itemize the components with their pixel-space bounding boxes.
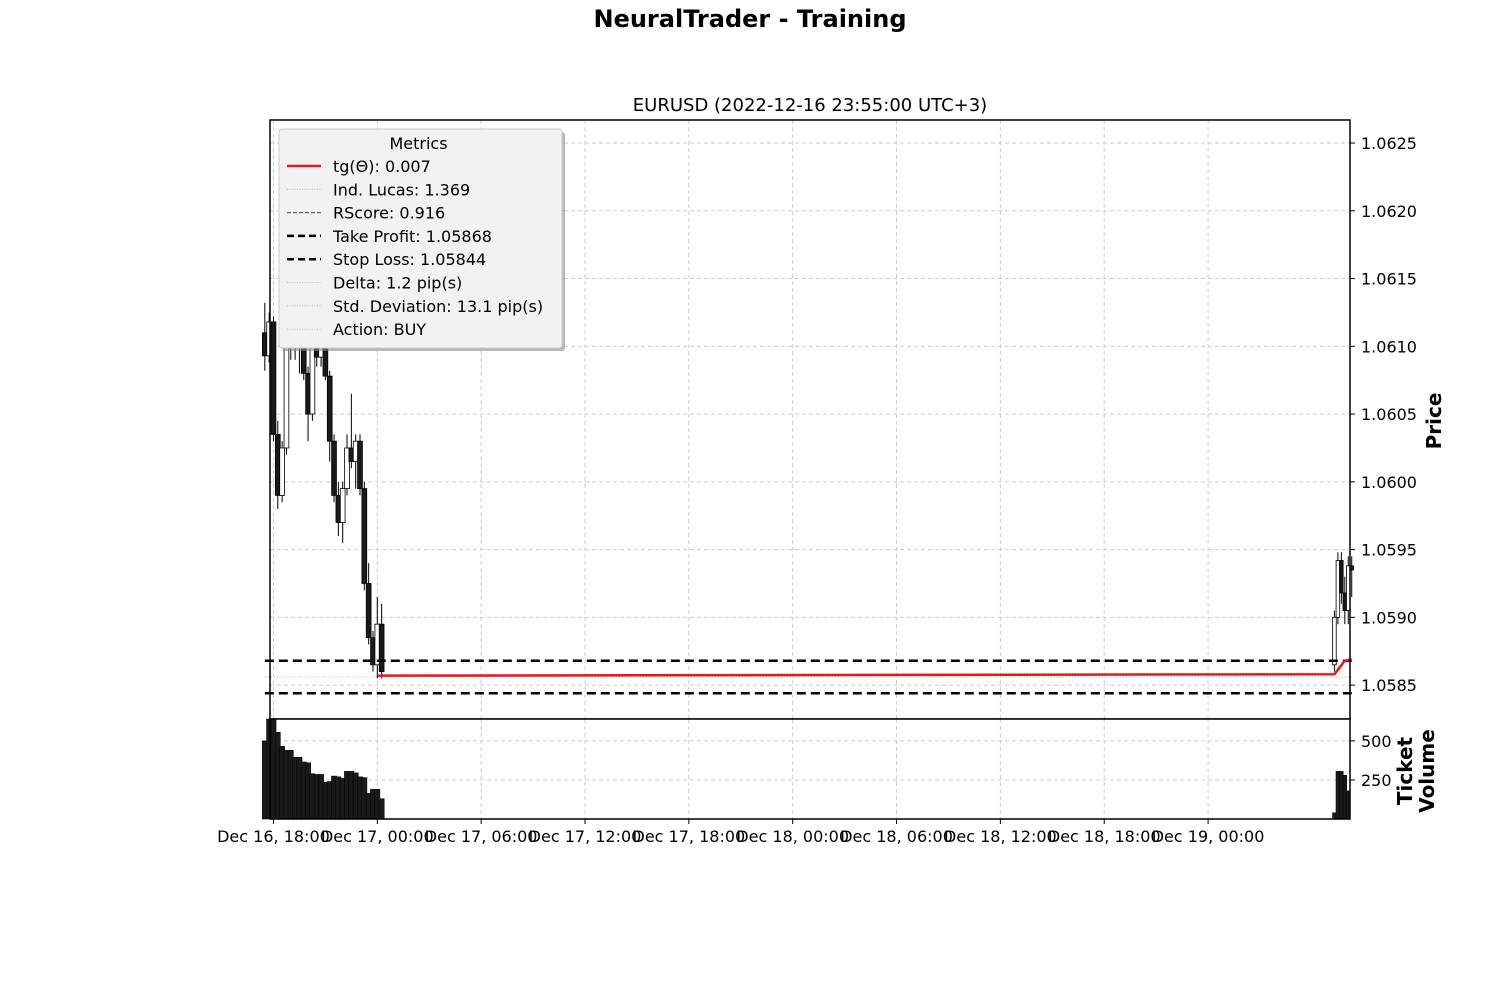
legend-entry: Take Profit: 1.05868 xyxy=(332,227,492,246)
price-tick-label: 1.0625 xyxy=(1361,134,1417,153)
candle-body xyxy=(1335,560,1341,618)
candle-body xyxy=(344,447,350,490)
x-tick-label: Dec 18, 00:00 xyxy=(736,827,849,846)
price-tick-label: 1.0585 xyxy=(1361,676,1417,695)
candle-body xyxy=(331,440,337,496)
price-tick-label: 1.0605 xyxy=(1361,405,1417,424)
legend-entry: Stop Loss: 1.05844 xyxy=(333,250,486,269)
x-tick-label: Dec 18, 18:00 xyxy=(1048,827,1161,846)
legend-entry: Std. Deviation: 13.1 pip(s) xyxy=(333,297,543,316)
x-tick-label: Dec 17, 18:00 xyxy=(633,827,746,846)
volume-panel: 250 500 xyxy=(261,718,1392,820)
candle-body xyxy=(283,345,290,449)
x-tick-label: Dec 18, 12:00 xyxy=(944,827,1057,846)
legend-entry: Action: BUY xyxy=(333,320,426,339)
candle-body xyxy=(361,488,368,584)
candle-body xyxy=(357,440,363,490)
legend: Metrics tg(Θ): 0.007 Ind. Lucas: 1.369 RSco… xyxy=(278,128,565,351)
volume-axis-label-line1: Ticket xyxy=(1393,736,1417,805)
chart-title: EURUSD (2022-12-16 23:55:00 UTC+3) xyxy=(633,95,987,116)
x-tick-label: Dec 19, 00:00 xyxy=(1152,827,1265,846)
legend-entry: Delta: 1.2 pip(s) xyxy=(333,274,462,293)
volume-plot-area xyxy=(270,719,1350,819)
candle-body xyxy=(279,447,285,496)
price-tick-label: 1.0615 xyxy=(1361,270,1417,289)
x-tick-label: Dec 16, 18:00 xyxy=(217,827,330,846)
legend-entry: tg(Θ): 0.007 xyxy=(333,157,431,176)
volume-bar xyxy=(378,798,385,820)
legend-title: Metrics xyxy=(389,134,447,153)
legend-entry: RScore: 0.916 xyxy=(333,204,445,223)
price-tick-label: 1.0600 xyxy=(1361,473,1417,492)
candle-body xyxy=(326,375,333,442)
volume-panel-frame xyxy=(269,718,1351,820)
candle-body xyxy=(1339,560,1344,594)
candle-body xyxy=(339,488,346,523)
price-tick-label: 1.0620 xyxy=(1361,202,1417,221)
volume-tick-label: 500 xyxy=(1361,732,1392,751)
candle-body xyxy=(365,583,372,639)
x-tick-label: Dec 18, 06:00 xyxy=(840,827,953,846)
price-tick-label: 1.0610 xyxy=(1361,337,1417,356)
volume-tick-label: 250 xyxy=(1361,771,1392,790)
price-axis-label: Price xyxy=(1422,393,1446,450)
trend-line xyxy=(377,658,1352,677)
candle-body xyxy=(1342,592,1348,611)
price-tick-label: 1.0595 xyxy=(1361,541,1417,560)
figure-title: NeuralTrader - Training xyxy=(593,5,906,33)
x-tick-label: Dec 17, 12:00 xyxy=(529,827,642,846)
volume-axis-label-line2: Volume xyxy=(1415,729,1439,813)
candle-body xyxy=(1332,616,1337,666)
price-tick-label: 1.0590 xyxy=(1361,608,1417,627)
x-tick-label: Dec 17, 00:00 xyxy=(321,827,434,846)
legend-box xyxy=(278,128,563,349)
legend-entry: Ind. Lucas: 1.369 xyxy=(333,180,470,199)
x-tick-label: Dec 17, 06:00 xyxy=(425,827,538,846)
candle-body xyxy=(270,321,277,435)
candle-body xyxy=(378,623,385,672)
